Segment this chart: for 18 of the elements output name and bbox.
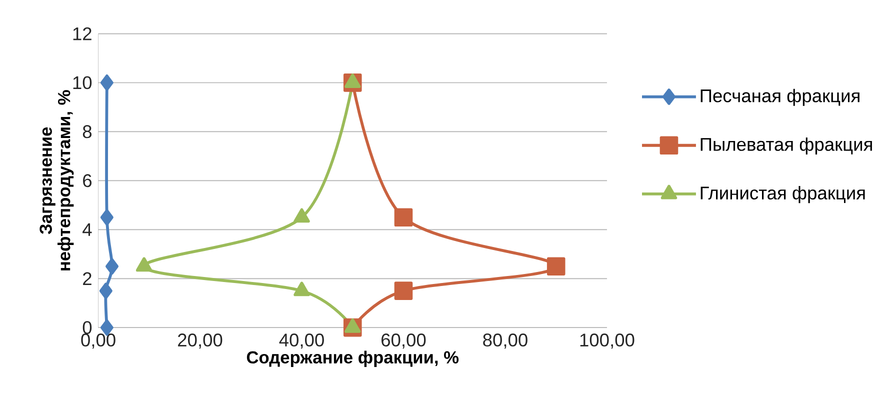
y-tick-label: 2 — [83, 272, 92, 286]
x-axis-title: Содержание фракции, % — [246, 350, 459, 368]
y-tick-label: 8 — [82, 125, 92, 138]
legend-label: Пылеватая фракция — [700, 138, 872, 155]
legend-label: Глинистая фракция — [700, 186, 865, 204]
x-tick-label: 40,00 — [279, 334, 324, 349]
x-tick-label: 0,00 — [81, 334, 116, 349]
x-tick-label: 20,00 — [178, 334, 222, 349]
legend-label: Песчаная фракция — [700, 88, 860, 106]
x-tick-label: 60,00 — [382, 334, 426, 349]
x-tick-label: 100,00 — [580, 334, 634, 349]
y-tick-label: 6 — [83, 174, 92, 188]
y-tick-label: 4 — [82, 223, 92, 236]
y-tick-label: 10 — [73, 76, 92, 90]
y-tick-label: 0 — [82, 321, 92, 334]
y-axis-title: Загрязнение нефтепродуктами, % — [40, 90, 74, 270]
x-tick-label: 80,00 — [483, 334, 528, 349]
y-tick-label: 12 — [73, 27, 92, 40]
